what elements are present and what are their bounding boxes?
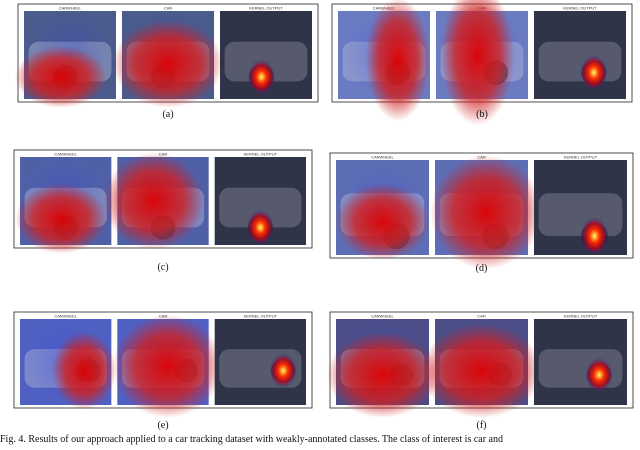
panel-label: (b) xyxy=(476,109,488,120)
panel-label: (f) xyxy=(477,420,487,431)
kernel-blob xyxy=(585,357,614,393)
figure-caption: Fig. 4. Results of our approach applied … xyxy=(0,434,503,445)
image-title: CARWHEEL xyxy=(371,314,394,319)
heat-blob xyxy=(430,155,542,270)
heat-blob xyxy=(103,152,205,250)
image-title: KERNEL OUTPUT xyxy=(563,6,597,11)
car-silhouette xyxy=(538,41,622,82)
kernel-blob xyxy=(580,55,608,91)
image-title: KERNEL OUTPUT xyxy=(244,314,278,319)
image-title: CARWHEEL xyxy=(59,6,82,11)
kernel-blob xyxy=(247,59,276,95)
heatmap-image xyxy=(534,11,626,99)
kernel-blob xyxy=(269,353,297,388)
heat-blob xyxy=(112,19,224,108)
heat-blob xyxy=(336,183,429,260)
heat-blob xyxy=(14,46,107,108)
heat-blob xyxy=(15,183,107,254)
kernel-blob xyxy=(580,217,609,255)
heatmap-image xyxy=(534,319,627,405)
heatmap-image xyxy=(534,160,627,255)
image-title: CAR xyxy=(477,314,486,319)
image-title: KERNEL OUTPUT xyxy=(244,152,278,157)
heat-blob xyxy=(112,314,223,418)
car-silhouette xyxy=(538,193,623,236)
image-title: CARWHEEL xyxy=(371,155,394,160)
panel-label: (d) xyxy=(476,263,488,274)
heat-blob xyxy=(326,331,439,418)
image-title: CARWHEEL xyxy=(54,314,77,319)
heat-blob xyxy=(365,0,430,121)
heat-blob xyxy=(51,331,116,410)
kernel-blob xyxy=(246,209,275,245)
panel-label: (e) xyxy=(157,420,168,431)
image-title: KERNEL OUTPUT xyxy=(564,155,598,160)
heat-blob xyxy=(440,0,515,126)
panel-label: (c) xyxy=(157,262,168,273)
image-title: KERNEL OUTPUT xyxy=(249,6,283,11)
heat-blob xyxy=(421,323,542,418)
image-title: CAR xyxy=(164,6,173,11)
car-silhouette xyxy=(219,187,302,228)
image-title: KERNEL OUTPUT xyxy=(564,314,598,319)
panel-label: (a) xyxy=(162,109,173,120)
image-title: CARWHEEL xyxy=(54,152,77,157)
